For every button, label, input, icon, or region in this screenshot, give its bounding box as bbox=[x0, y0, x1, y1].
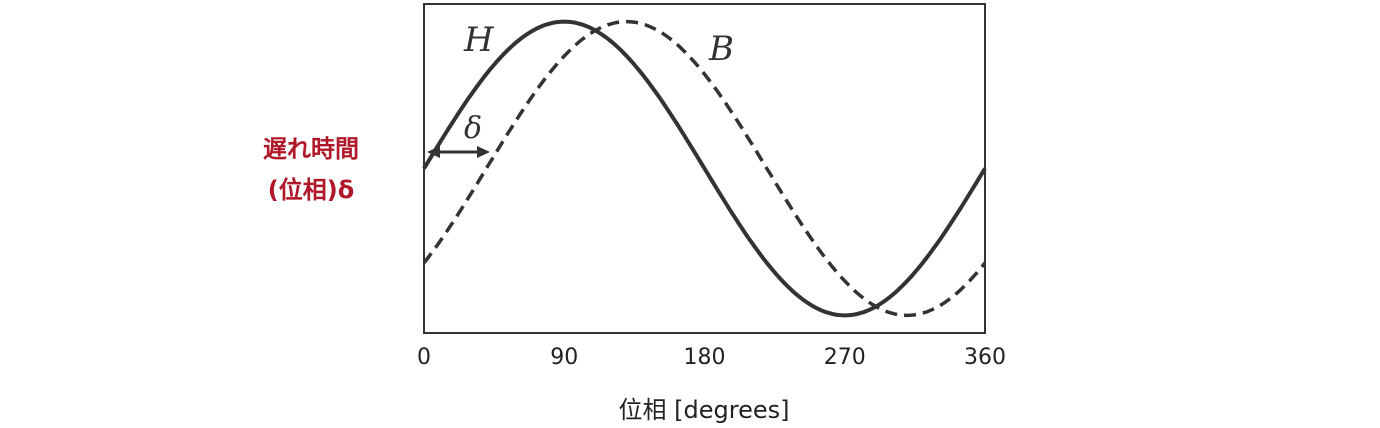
x-tick-labels: 0 90 180 270 360 bbox=[417, 345, 1006, 370]
delta-label: δ bbox=[464, 111, 482, 146]
x-tick-label: 360 bbox=[964, 345, 1006, 370]
series-b-label: B bbox=[708, 29, 734, 69]
x-axis-label: 位相 [degrees] bbox=[619, 396, 790, 424]
lag-annotation-line1: 遅れ時間 bbox=[263, 135, 359, 163]
series-b-line bbox=[422, 19, 987, 318]
x-tick-label: 90 bbox=[550, 345, 578, 370]
series-h-label: H bbox=[463, 20, 495, 60]
x-tick-label: 0 bbox=[417, 345, 431, 370]
x-tick-label: 270 bbox=[824, 345, 866, 370]
lag-annotation-line2: (位相)δ bbox=[268, 176, 354, 204]
series-h-line bbox=[422, 19, 987, 318]
delta-arrow bbox=[427, 146, 490, 158]
x-tick-label: 180 bbox=[684, 345, 726, 370]
